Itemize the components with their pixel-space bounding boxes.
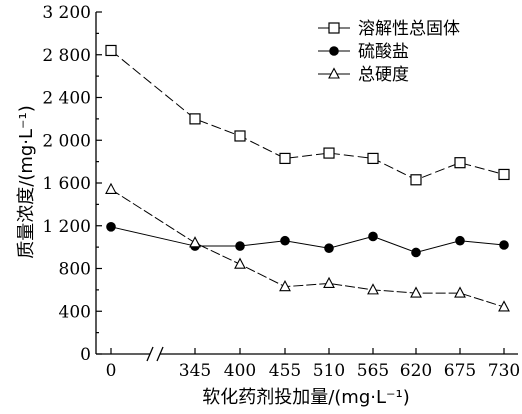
data-point [410,286,422,298]
y-tick-label: 800 [59,260,91,280]
y-axis-label: 质量浓度/(mg·L⁻¹) [16,105,37,259]
data-point [454,157,466,169]
legend-entry: 溶解性总固体 [318,19,460,39]
data-point [323,276,335,289]
data-point [323,147,335,159]
series-2 [106,222,509,258]
y-tick-label: 2 000 [42,131,91,151]
legend-label: 溶解性总固体 [358,19,460,39]
legend-label: 总硬度 [358,65,409,85]
y-tick-label: 3 200 [42,3,91,23]
data-point [105,182,117,194]
x-tick-label: 730 [488,361,520,381]
data-point [106,222,116,232]
data-point [499,240,509,250]
series-line [110,188,505,308]
x-tick-label: 510 [313,361,345,381]
series-line [110,226,505,253]
x-tick-label: 0 [106,361,117,381]
legend-marker [328,67,340,79]
x-tick-label: 565 [357,361,389,381]
data-point [410,174,422,186]
data-point [189,236,201,248]
axes [95,12,518,362]
legend-marker [328,22,340,34]
series-line [110,50,505,181]
x-tick-label: 620 [400,361,432,381]
series-layer [105,44,510,312]
x-axis-ticks: 0 345 400 455 510 565 620 675 730 [106,348,520,381]
data-point [105,44,117,57]
series-1 [105,44,510,186]
data-point [454,286,466,298]
data-point [367,283,379,295]
data-point [498,168,510,181]
legend-entry: 总硬度 [318,65,409,85]
x-tick-label: 345 [179,361,211,381]
legend-entry: 硫酸盐 [318,42,409,62]
data-point [368,231,378,242]
x-tick-label: 400 [224,361,256,381]
data-point [235,241,245,251]
y-tick-label: 400 [59,302,91,322]
data-point [279,279,291,292]
x-tick-label: 455 [269,361,301,381]
y-tick-label: 2 400 [42,89,91,109]
data-point [234,257,246,269]
data-point [367,152,379,165]
y-tick-label: 1 600 [42,174,91,194]
y-tick-label: 1 200 [42,217,91,237]
data-point [324,243,334,253]
legend-label: 硫酸盐 [358,42,409,62]
legend-marker [329,46,339,56]
y-axis-ticks: 0 400 800 1 200 1 600 2 000 2 400 2 800 3 200 [42,3,102,365]
data-point [498,300,510,312]
data-point [455,235,465,246]
data-point [189,113,201,125]
axis-break-mark [146,346,154,362]
data-point [411,247,421,258]
axis-break-mark [156,346,164,362]
series-3 [105,182,510,312]
y-tick-label: 0 [80,345,91,365]
data-point [234,130,246,142]
x-axis-label: 软化药剂投加量/(mg·L⁻¹) [202,387,410,408]
y-tick-label: 2 800 [42,46,91,66]
x-tick-label: 675 [444,361,476,381]
data-point [280,235,290,246]
data-point [279,152,291,165]
